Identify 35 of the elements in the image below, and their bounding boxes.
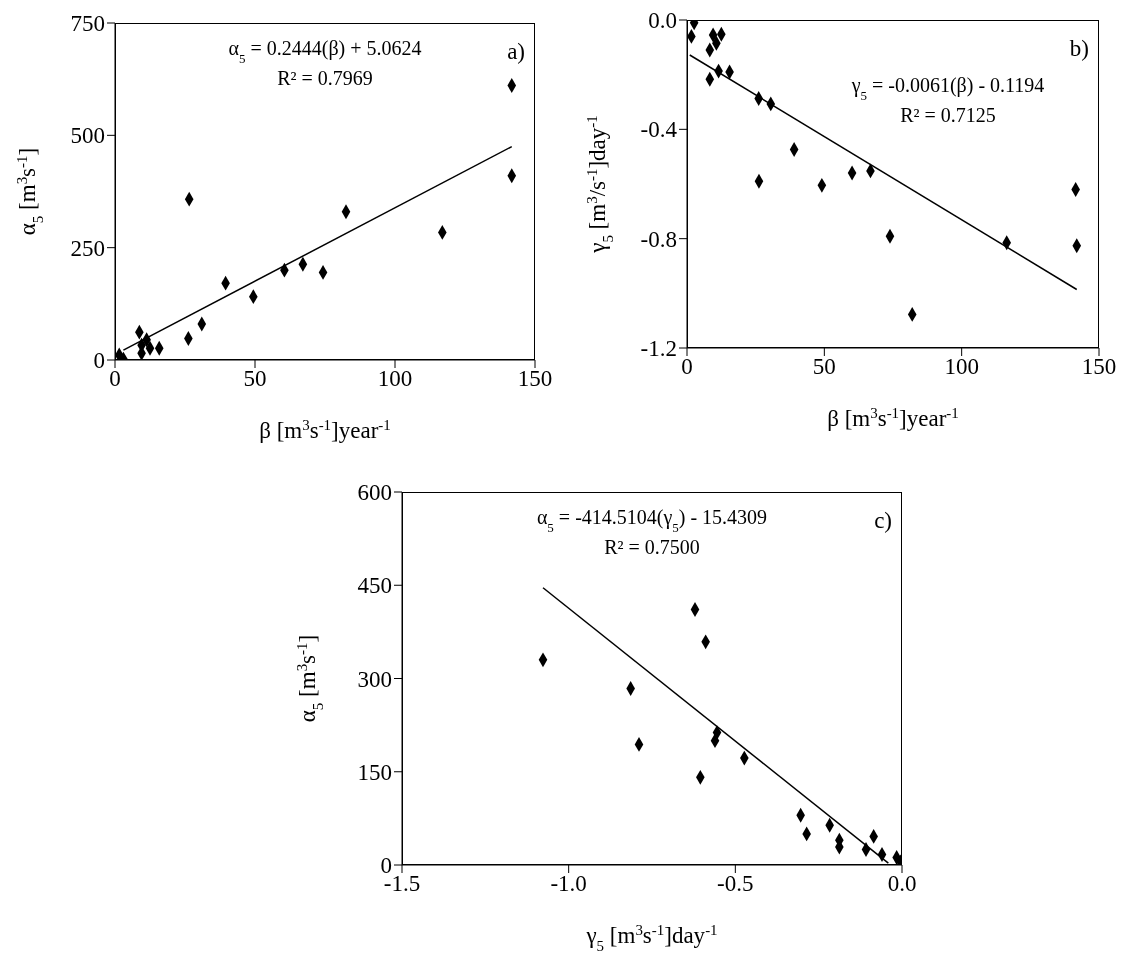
y-tick-label: 300 [357, 666, 392, 692]
y-tick-label: 0 [380, 853, 392, 879]
y-tick-label: -0.8 [640, 226, 677, 252]
annotation: α$_{5}$ = -414.5104(γ$_{5}$) - 15.4309 [536, 506, 768, 535]
x-tick-label: 0 [681, 354, 693, 380]
annotation: γ$_{5}$ = -0.0061(β) - 0.1194 [850, 74, 1045, 103]
x-tick-label: 150 [517, 366, 553, 392]
annotation: b) [1069, 36, 1089, 61]
x-axis-title: β [m$^{3}$s$^{-1}$]year$^{-1}$ [827, 405, 959, 431]
annotation: c) [874, 508, 892, 533]
annotation: a) [507, 39, 525, 64]
x-axis-title: γ$_{5}$ [m$^{3}$s$^{-1}$]day$^{-1}$ [585, 922, 718, 954]
annotation: R² = 0.7969 [277, 67, 373, 89]
x-tick-label: 100 [377, 366, 413, 392]
x-tick-label: 150 [1081, 354, 1117, 380]
x-tick-label: -0.5 [717, 871, 754, 897]
x-axis-title: β [m$^{3}$s$^{-1}$]year$^{-1}$ [259, 417, 391, 443]
annotation: R² = 0.7125 [900, 104, 996, 126]
y-tick-label: -0.4 [640, 117, 678, 143]
y-tick-label: -1.2 [640, 336, 677, 362]
y-tick-label: 450 [357, 573, 392, 599]
x-tick-label: 50 [243, 366, 267, 392]
annotation: α$_{5}$ = 0.2444(β) + 5.0624 [228, 37, 422, 66]
x-tick-label: 0.0 [887, 871, 917, 897]
x-tick-label: 50 [812, 354, 836, 380]
y-tick-label: 600 [357, 480, 392, 506]
y-tick-label: 500 [70, 123, 105, 149]
x-tick-label: 0 [109, 366, 121, 392]
x-tick-label: 100 [944, 354, 979, 380]
y-tick-label: 250 [70, 235, 105, 261]
y-tick-label: 0.0 [648, 8, 677, 34]
y-tick-label: 150 [357, 759, 392, 785]
y-tick-label: 750 [70, 11, 105, 37]
x-tick-label: -1.0 [550, 871, 587, 897]
annotation: R² = 0.7500 [604, 536, 700, 558]
